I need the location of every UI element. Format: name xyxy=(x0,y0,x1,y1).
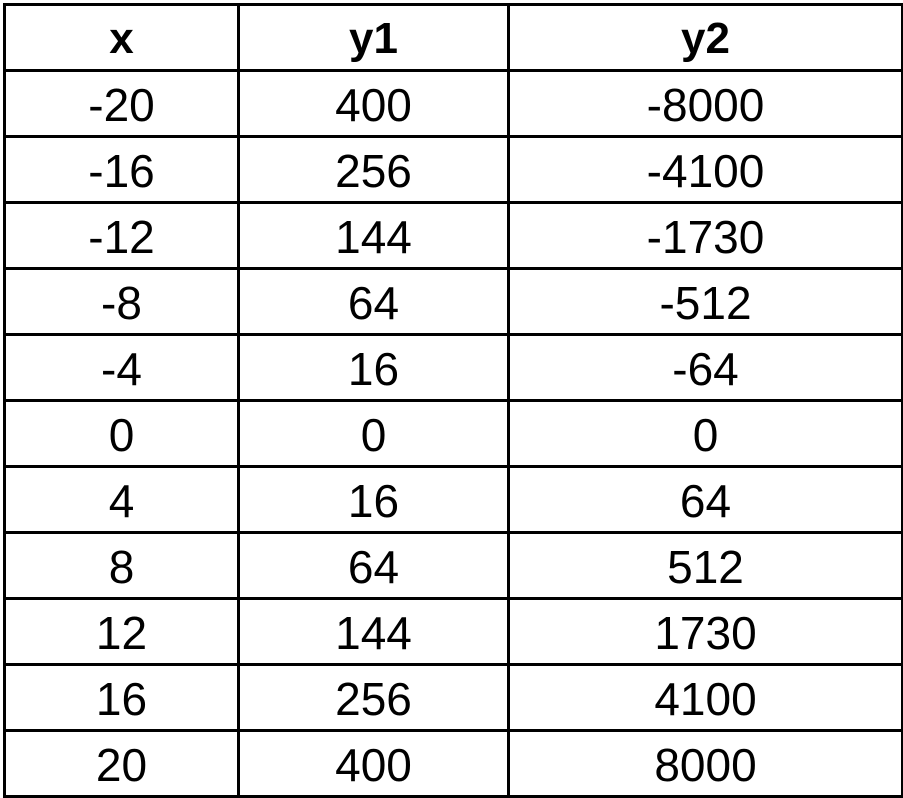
cell-y2: 1730 xyxy=(507,597,903,666)
cell-y2: 4100 xyxy=(507,663,903,732)
table-body: -20 400 -8000 -16 256 -4100 -12 144 -1730 -8 64 -51… xyxy=(3,69,903,798)
cell-x: -16 xyxy=(3,135,240,204)
table-row: -4 16 -64 xyxy=(3,333,903,402)
cell-y1: 144 xyxy=(237,201,510,270)
cell-x: -8 xyxy=(3,267,240,336)
cell-y1: 400 xyxy=(237,729,510,798)
cell-x: -20 xyxy=(3,69,240,138)
cell-y2: -1730 xyxy=(507,201,903,270)
cell-x: -12 xyxy=(3,201,240,270)
cell-x: 20 xyxy=(3,729,240,798)
header-row: x y1 y2 xyxy=(3,3,903,72)
cell-x: -4 xyxy=(3,333,240,402)
column-header-x: x xyxy=(3,3,240,72)
table-row: 12 144 1730 xyxy=(3,597,903,666)
table-row: -20 400 -8000 xyxy=(3,69,903,138)
cell-y1: 64 xyxy=(237,531,510,600)
cell-y2: -4100 xyxy=(507,135,903,204)
column-header-y2: y2 xyxy=(507,3,903,72)
cell-y1: 400 xyxy=(237,69,510,138)
column-header-y1: y1 xyxy=(237,3,510,72)
table-row: 20 400 8000 xyxy=(3,729,903,798)
table-row: 4 16 64 xyxy=(3,465,903,534)
cell-y2: 512 xyxy=(507,531,903,600)
table-row: -8 64 -512 xyxy=(3,267,903,336)
cell-y1: 16 xyxy=(237,465,510,534)
cell-y2: -64 xyxy=(507,333,903,402)
table-row: -12 144 -1730 xyxy=(3,201,903,270)
cell-y1: 16 xyxy=(237,333,510,402)
cell-y1: 256 xyxy=(237,135,510,204)
cell-x: 12 xyxy=(3,597,240,666)
cell-x: 0 xyxy=(3,399,240,468)
table-header: x y1 y2 xyxy=(3,3,903,72)
cell-x: 8 xyxy=(3,531,240,600)
data-table: x y1 y2 -20 400 -8000 -16 256 -4100 -12 144 -173… xyxy=(3,3,903,798)
cell-x: 16 xyxy=(3,663,240,732)
cell-y1: 256 xyxy=(237,663,510,732)
table-row: 16 256 4100 xyxy=(3,663,903,732)
table-container: x y1 y2 -20 400 -8000 -16 256 -4100 -12 144 -173… xyxy=(3,3,903,798)
cell-y2: -512 xyxy=(507,267,903,336)
cell-y1: 64 xyxy=(237,267,510,336)
cell-y2: -8000 xyxy=(507,69,903,138)
table-row: -16 256 -4100 xyxy=(3,135,903,204)
cell-y1: 144 xyxy=(237,597,510,666)
table-row: 8 64 512 xyxy=(3,531,903,600)
cell-y2: 64 xyxy=(507,465,903,534)
cell-y2: 8000 xyxy=(507,729,903,798)
cell-y1: 0 xyxy=(237,399,510,468)
cell-y2: 0 xyxy=(507,399,903,468)
cell-x: 4 xyxy=(3,465,240,534)
